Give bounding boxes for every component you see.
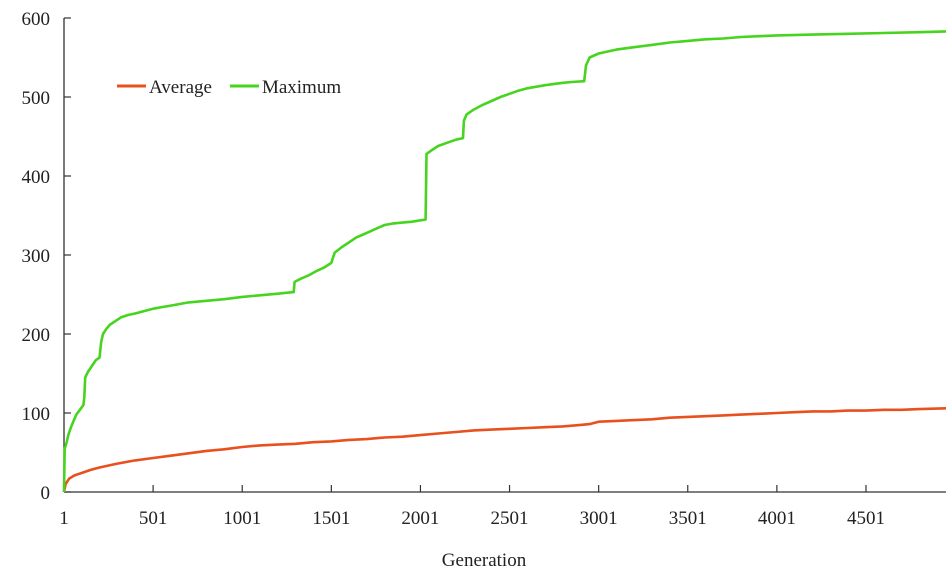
legend-label: Average — [149, 77, 212, 98]
series-lines — [62, 30, 947, 493]
x-tick-label: 1501 — [312, 508, 350, 529]
x-tick-label: 3501 — [669, 508, 707, 529]
series-line-average — [62, 407, 947, 493]
y-tick-label: 500 — [22, 88, 51, 109]
x-tick-label: 2001 — [401, 508, 439, 529]
x-tick-label: 501 — [139, 508, 168, 529]
x-ticks: 1 501 1001 1501 2001 2501 3001 3501 4001 4501 — [59, 485, 885, 529]
y-tick-label: 200 — [22, 325, 51, 346]
series-line-maximum — [62, 30, 947, 493]
x-tick-label: 4001 — [758, 508, 796, 529]
x-tick-label: 1 — [59, 508, 69, 529]
y-tick-label: 400 — [22, 167, 51, 188]
x-tick-label: 3001 — [580, 508, 618, 529]
x-tick-label: 2501 — [491, 508, 529, 529]
y-ticks: 0 100 200 300 400 500 600 — [22, 9, 71, 504]
legend-label: Maximum — [262, 77, 341, 98]
x-tick-label: 4501 — [847, 508, 885, 529]
x-axis-label: Generation — [442, 550, 527, 571]
legend: Average Maximum — [117, 77, 341, 98]
y-tick-label: 100 — [22, 404, 51, 425]
y-tick-label: 0 — [41, 483, 51, 504]
y-tick-label: 300 — [22, 246, 51, 267]
y-tick-label: 600 — [22, 9, 51, 30]
x-tick-label: 1001 — [223, 508, 261, 529]
